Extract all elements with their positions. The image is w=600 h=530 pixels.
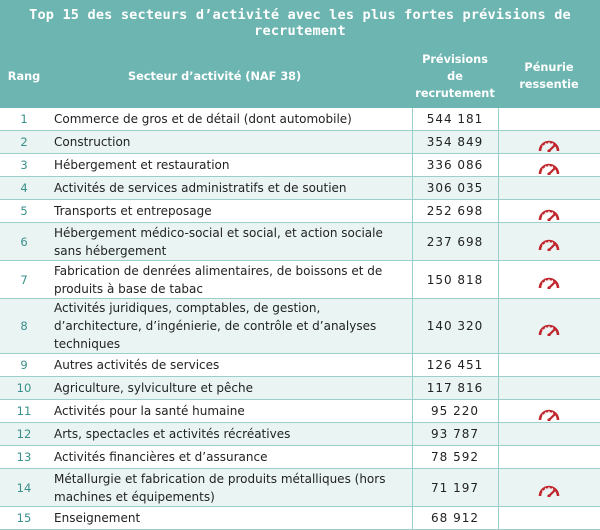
- sector-cell: Transports et entreposage: [48, 199, 412, 223]
- header-shortage-line: ressentie: [519, 78, 579, 91]
- rank-cell: 4: [0, 176, 48, 200]
- forecast-cell: 354 849: [411, 130, 499, 154]
- sector-cell: Commerce de gros et de détail (dont auto…: [48, 108, 412, 131]
- rank-cell: 10: [0, 376, 48, 400]
- rank-cell: 1: [0, 108, 48, 131]
- forecast-cell: 68 912: [411, 506, 499, 530]
- shortage-cell: [498, 445, 600, 469]
- header-rank: Rang: [0, 44, 48, 108]
- table-row: 6 Hébergement médico-social et social, e…: [0, 222, 600, 261]
- header-forecast: Prévisions de recrutement: [412, 44, 498, 108]
- shortage-cell: [498, 130, 600, 154]
- table-row: 12 Arts, spectacles et activités récréat…: [0, 422, 600, 446]
- table-row: 7 Fabrication de denrées alimentaires, d…: [0, 260, 600, 299]
- sector-cell: Métallurgie et fabrication de produits m…: [48, 468, 412, 507]
- shortage-cell: [498, 468, 600, 507]
- forecast-cell: 95 220: [411, 399, 499, 423]
- gauge-icon: [538, 485, 560, 497]
- header-shortage: Pénurie ressentie: [498, 44, 600, 108]
- sector-cell: Activités de services administratifs et …: [48, 176, 412, 200]
- rank-cell: 3: [0, 153, 48, 177]
- shortage-cell: [498, 260, 600, 299]
- rank-cell: 15: [0, 506, 48, 530]
- rank-cell: 9: [0, 353, 48, 377]
- sector-cell: Enseignement: [48, 506, 412, 530]
- sector-cell: Activités financières et d’assurance: [48, 445, 412, 469]
- rank-cell: 7: [0, 260, 48, 299]
- table-row: 3 Hébergement et restauration 336 086: [0, 153, 600, 177]
- sector-cell: Construction: [48, 130, 412, 154]
- shortage-cell: [498, 353, 600, 377]
- gauge-icon: [538, 324, 560, 336]
- sector-cell: Arts, spectacles et activités récréative…: [48, 422, 412, 446]
- sector-cell: Autres activités de services: [48, 353, 412, 377]
- forecast-cell: 306 035: [411, 176, 499, 200]
- forecast-cell: 336 086: [411, 153, 499, 177]
- shortage-cell: [498, 422, 600, 446]
- rank-cell: 12: [0, 422, 48, 446]
- forecast-cell: 150 818: [411, 260, 499, 299]
- rank-cell: 5: [0, 199, 48, 223]
- rank-cell: 14: [0, 468, 48, 507]
- table-row: 15 Enseignement 68 912: [0, 506, 600, 530]
- sector-cell: Fabrication de denrées alimentaires, de …: [48, 260, 412, 299]
- forecast-cell: 126 451: [411, 353, 499, 377]
- gauge-icon: [538, 409, 560, 421]
- table-row: 10 Agriculture, sylviculture et pêche 11…: [0, 376, 600, 400]
- sector-cell: Activités pour la santé humaine: [48, 399, 412, 423]
- rank-cell: 8: [0, 298, 48, 354]
- table-row: 1 Commerce de gros et de détail (dont au…: [0, 108, 600, 131]
- header-sector: Secteur d’activité (NAF 38): [48, 44, 412, 108]
- forecast-cell: 117 816: [411, 376, 499, 400]
- rank-cell: 13: [0, 445, 48, 469]
- recruitment-table: Rang Secteur d’activité (NAF 38) Prévisi…: [0, 44, 600, 530]
- table-row: 11 Activités pour la santé humaine 95 22…: [0, 399, 600, 423]
- header-row: Rang Secteur d’activité (NAF 38) Prévisi…: [0, 44, 600, 108]
- header-shortage-line: Pénurie: [524, 61, 574, 74]
- header-forecast-line: de: [447, 69, 463, 83]
- gauge-icon: [538, 209, 560, 221]
- forecast-cell: 544 181: [411, 108, 499, 131]
- shortage-cell: [498, 108, 600, 131]
- forecast-cell: 71 197: [411, 468, 499, 507]
- sector-cell: Hébergement médico-social et social, et …: [48, 222, 412, 261]
- table-row: 4 Activités de services administratifs e…: [0, 176, 600, 200]
- shortage-cell: [498, 298, 600, 354]
- rank-cell: 11: [0, 399, 48, 423]
- sector-cell: Hébergement et restauration: [48, 153, 412, 177]
- shortage-cell: [498, 399, 600, 423]
- forecast-cell: 93 787: [411, 422, 499, 446]
- table-row: 9 Autres activités de services 126 451: [0, 353, 600, 377]
- shortage-cell: [498, 176, 600, 200]
- gauge-icon: [538, 140, 560, 152]
- shortage-cell: [498, 153, 600, 177]
- gauge-icon: [538, 277, 560, 289]
- sector-cell: Activités juridiques, comptables, de ges…: [48, 298, 412, 354]
- shortage-cell: [498, 199, 600, 223]
- header-forecast-line: Prévisions: [422, 52, 488, 66]
- table-row: 8 Activités juridiques, comptables, de g…: [0, 298, 600, 354]
- table-title: Top 15 des secteurs d’activité avec les …: [0, 0, 600, 44]
- gauge-icon: [538, 239, 560, 251]
- gauge-icon: [538, 163, 560, 175]
- shortage-cell: [498, 376, 600, 400]
- table-row: 5 Transports et entreposage 252 698: [0, 199, 600, 223]
- shortage-cell: [498, 222, 600, 261]
- rank-cell: 2: [0, 130, 48, 154]
- rank-cell: 6: [0, 222, 48, 261]
- forecast-cell: 140 320: [411, 298, 499, 354]
- header-forecast-line: recrutement: [415, 86, 495, 100]
- sector-cell: Agriculture, sylviculture et pêche: [48, 376, 412, 400]
- table-row: 2 Construction 354 849: [0, 130, 600, 154]
- forecast-cell: 78 592: [411, 445, 499, 469]
- forecast-cell: 237 698: [411, 222, 499, 261]
- forecast-cell: 252 698: [411, 199, 499, 223]
- table-row: 13 Activités financières et d’assurance …: [0, 445, 600, 469]
- shortage-cell: [498, 506, 600, 530]
- table-row: 14 Métallurgie et fabrication de produit…: [0, 468, 600, 507]
